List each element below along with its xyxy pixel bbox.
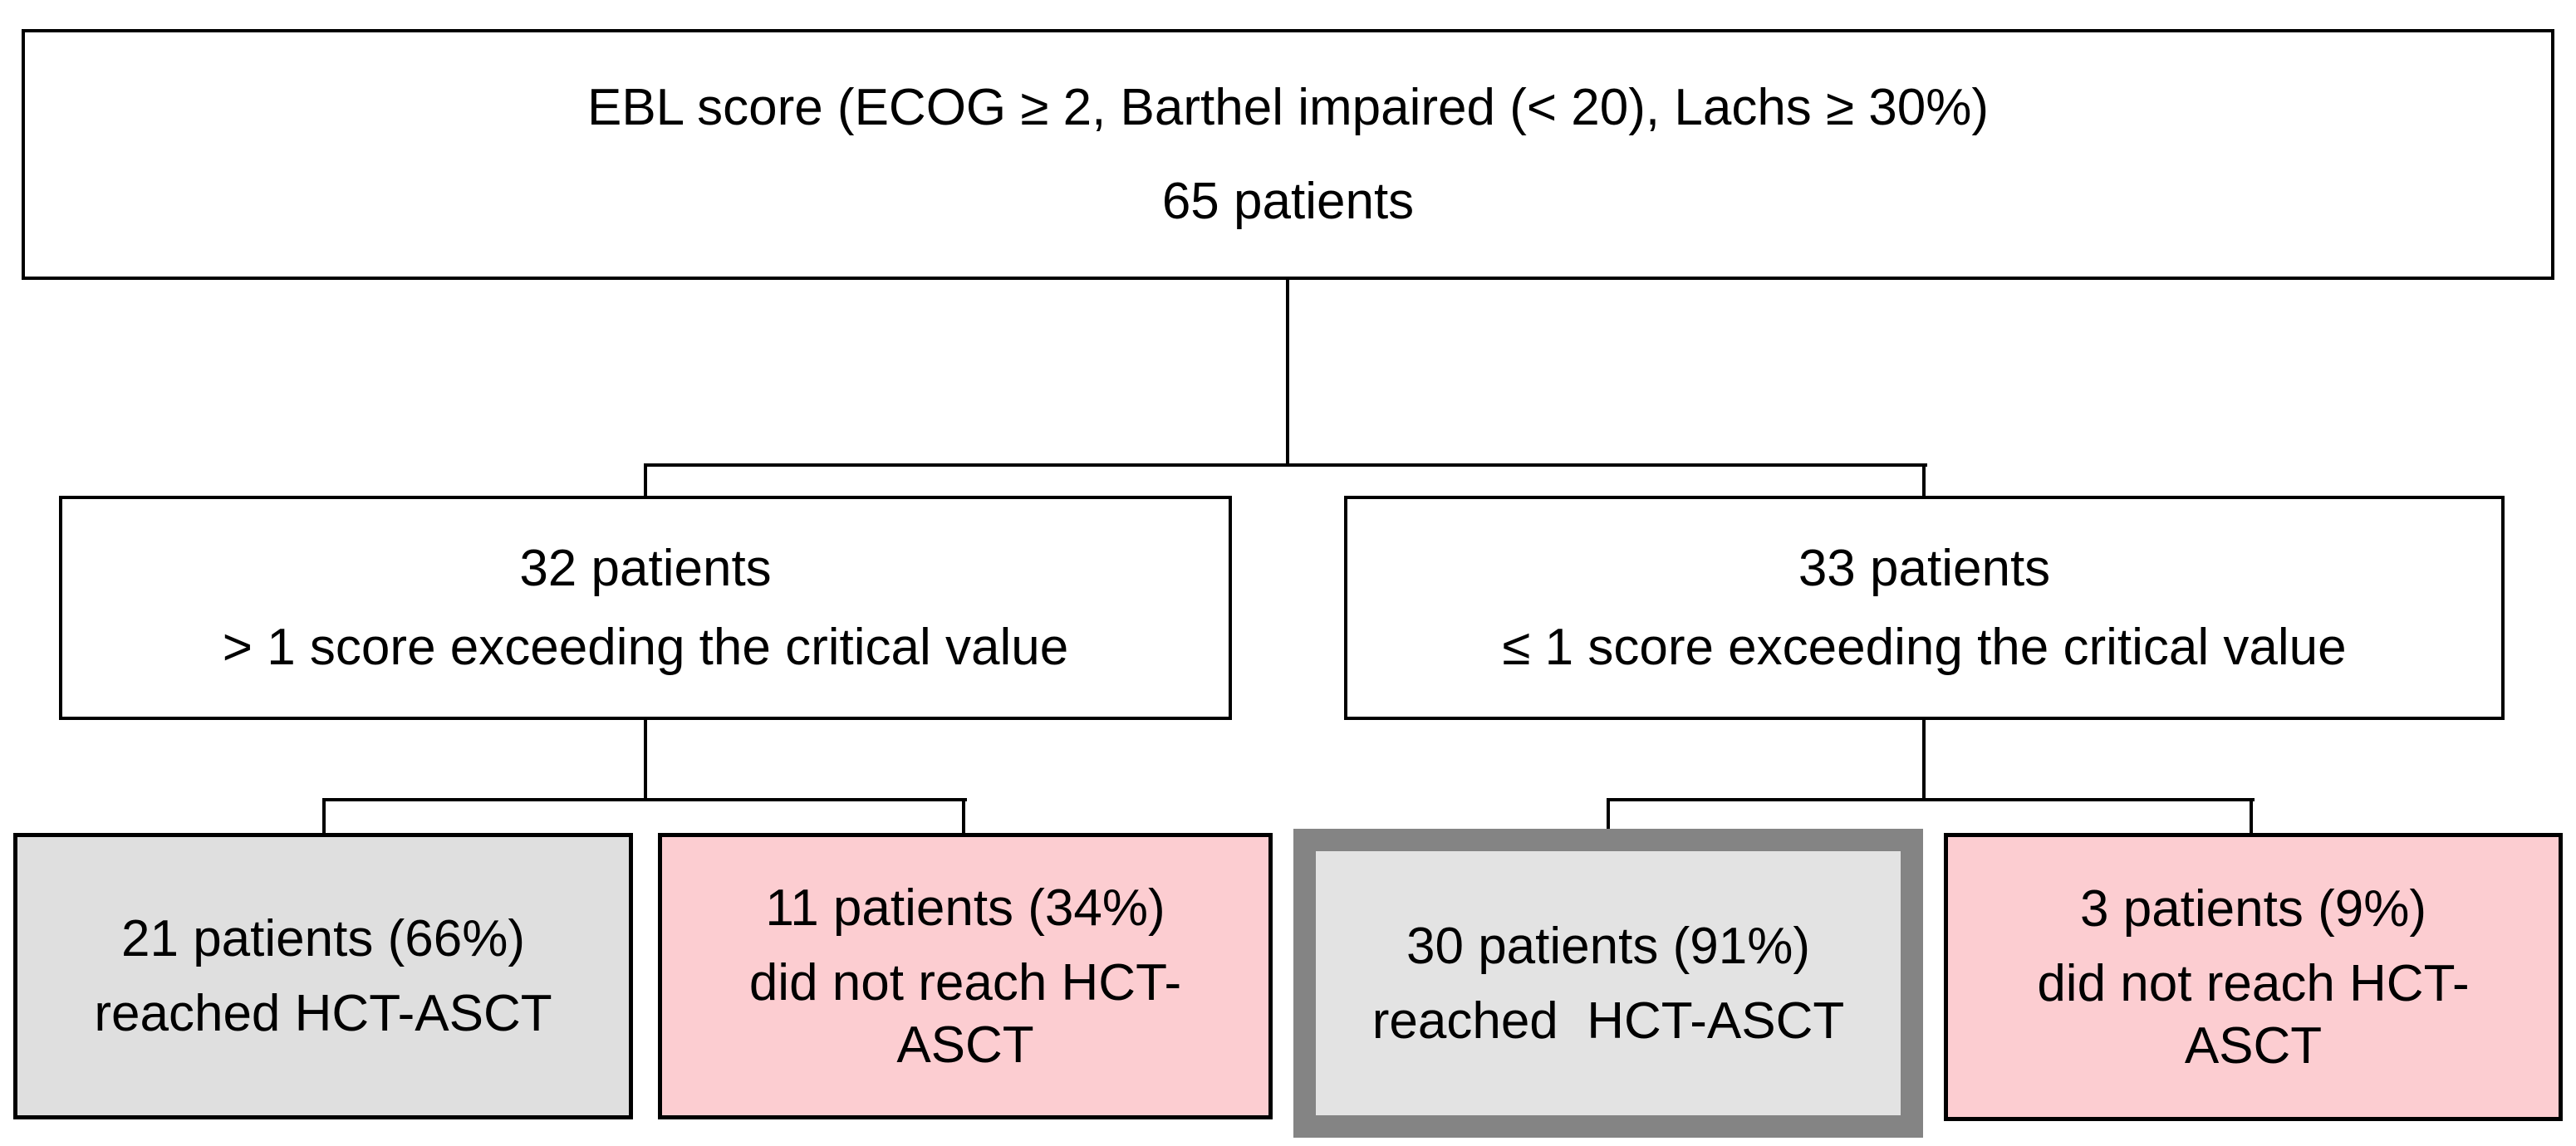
node-right-not-reached-count: 3 patients (9%) — [2080, 879, 2426, 938]
connector-left-stem — [644, 718, 647, 801]
node-left-not-reached-label2: ASCT — [896, 1016, 1034, 1074]
node-right-reached-count: 30 patients (91%) — [1406, 917, 1810, 975]
node-left-not-reached-count: 11 patients (34%) — [765, 879, 1165, 937]
node-right-not-reached: 3 patients (9%) did not reach HCT- ASCT — [1944, 833, 2563, 1121]
node-le1-score-count: 33 patients — [1798, 540, 2051, 597]
connector-left-branch — [322, 798, 967, 801]
connector-left-drop-left — [322, 798, 326, 835]
node-le1-score-label: ≤ 1 score exceeding the critical value — [1502, 619, 2347, 676]
node-gt1-score-count: 32 patients — [519, 540, 772, 597]
node-right-reached: 30 patients (91%) reached HCT-ASCT — [1293, 829, 1923, 1138]
node-left-not-reached-label1: did not reach HCT- — [748, 953, 1182, 1011]
connector-right-branch — [1607, 798, 2255, 801]
node-right-reached-label: reached HCT-ASCT — [1371, 992, 1845, 1050]
connector-root-drop-left — [644, 463, 647, 497]
node-left-reached-count: 21 patients (66%) — [121, 910, 525, 967]
connector-right-drop-right — [2250, 798, 2253, 835]
node-gt1-score: 32 patients > 1 score exceeding the crit… — [59, 496, 1232, 720]
node-ebl-score-count: 65 patients — [1161, 173, 1415, 230]
node-right-not-reached-label2: ASCT — [2184, 1016, 2323, 1075]
node-gt1-score-label: > 1 score exceeding the critical value — [222, 619, 1069, 676]
connector-root-drop-right — [1922, 463, 1926, 497]
node-left-reached-label: reached HCT-ASCT — [94, 985, 552, 1042]
node-left-reached: 21 patients (66%) reached HCT-ASCT — [13, 833, 633, 1119]
connector-left-drop-right — [962, 798, 965, 835]
connector-root-stem — [1286, 280, 1289, 467]
node-ebl-score-line: EBL score (ECOG ≥ 2, Barthel impaired (<… — [586, 79, 1990, 136]
node-le1-score: 33 patients ≤ 1 score exceeding the crit… — [1344, 496, 2505, 720]
node-right-not-reached-label1: did not reach HCT- — [2037, 954, 2470, 1012]
connector-root-branch — [644, 463, 1927, 467]
node-left-not-reached: 11 patients (34%) did not reach HCT- ASC… — [658, 833, 1273, 1119]
node-ebl-score: EBL score (ECOG ≥ 2, Barthel impaired (<… — [22, 29, 2554, 280]
connector-right-stem — [1922, 718, 1926, 801]
connector-right-drop-left — [1607, 798, 1610, 831]
